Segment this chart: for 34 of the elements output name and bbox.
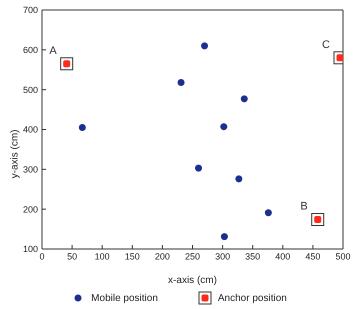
y-tick-label: 300 [22, 164, 38, 175]
point [220, 123, 228, 130]
y-tick-label: 400 [22, 124, 38, 135]
point [235, 175, 242, 182]
y-tick-label: 600 [22, 45, 38, 56]
y-axis-title: y-axis (cm) [10, 130, 21, 178]
y-tick-label: 500 [22, 84, 38, 95]
x-tick-label: 100 [94, 251, 110, 262]
annotation: A [49, 44, 58, 57]
legend-label: Mobile position [90, 292, 158, 305]
x-tick-label: 150 [124, 251, 140, 262]
y-tick-label: 700 [22, 5, 38, 16]
point [240, 95, 248, 102]
point [195, 164, 202, 172]
y-tick-label: 200 [22, 204, 38, 214]
point [201, 42, 208, 50]
annotation: B [300, 200, 308, 213]
point [178, 78, 185, 86]
point [78, 124, 86, 132]
annotation: C [322, 38, 330, 51]
x-tick-label: 500 [335, 251, 351, 262]
point [220, 233, 228, 240]
point [264, 209, 272, 216]
x-tick-label: 400 [275, 251, 290, 262]
y-tick-label: 100 [22, 244, 38, 254]
x-tick-label: 350 [245, 251, 260, 262]
legend-label: Anchor position [216, 292, 287, 305]
x-tick-label: 300 [215, 251, 230, 262]
x-tick-label: 0 [39, 251, 45, 262]
x-tick-label: 50 [67, 251, 78, 262]
x-tick-label: 250 [184, 251, 200, 262]
x-tick-label: 200 [154, 251, 170, 262]
x-tick-label: 450 [305, 251, 320, 262]
x-axis-title: x-axis (cm) [168, 275, 217, 286]
